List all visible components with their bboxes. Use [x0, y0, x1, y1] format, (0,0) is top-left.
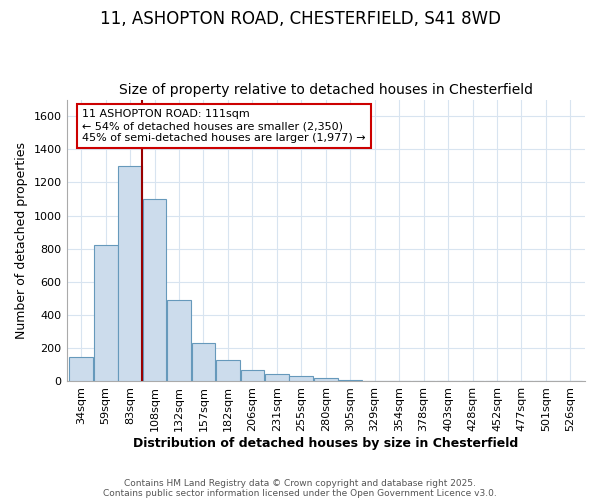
Text: Contains public sector information licensed under the Open Government Licence v3: Contains public sector information licen… [103, 488, 497, 498]
Text: 11, ASHOPTON ROAD, CHESTERFIELD, S41 8WD: 11, ASHOPTON ROAD, CHESTERFIELD, S41 8WD [100, 10, 500, 28]
Bar [94, 246, 118, 382]
Text: Contains HM Land Registry data © Crown copyright and database right 2025.: Contains HM Land Registry data © Crown c… [124, 478, 476, 488]
Bar [216, 360, 240, 382]
Bar [241, 370, 264, 382]
Bar [289, 376, 313, 382]
Bar [118, 166, 142, 382]
Bar [338, 380, 362, 382]
X-axis label: Distribution of detached houses by size in Chesterfield: Distribution of detached houses by size … [133, 437, 518, 450]
Bar [314, 378, 338, 382]
Title: Size of property relative to detached houses in Chesterfield: Size of property relative to detached ho… [119, 83, 533, 97]
Bar [167, 300, 191, 382]
Bar [143, 199, 166, 382]
Bar [191, 344, 215, 382]
Text: 11 ASHOPTON ROAD: 111sqm
← 54% of detached houses are smaller (2,350)
45% of sem: 11 ASHOPTON ROAD: 111sqm ← 54% of detach… [82, 110, 366, 142]
Bar [70, 356, 93, 382]
Y-axis label: Number of detached properties: Number of detached properties [15, 142, 28, 339]
Bar [265, 374, 289, 382]
